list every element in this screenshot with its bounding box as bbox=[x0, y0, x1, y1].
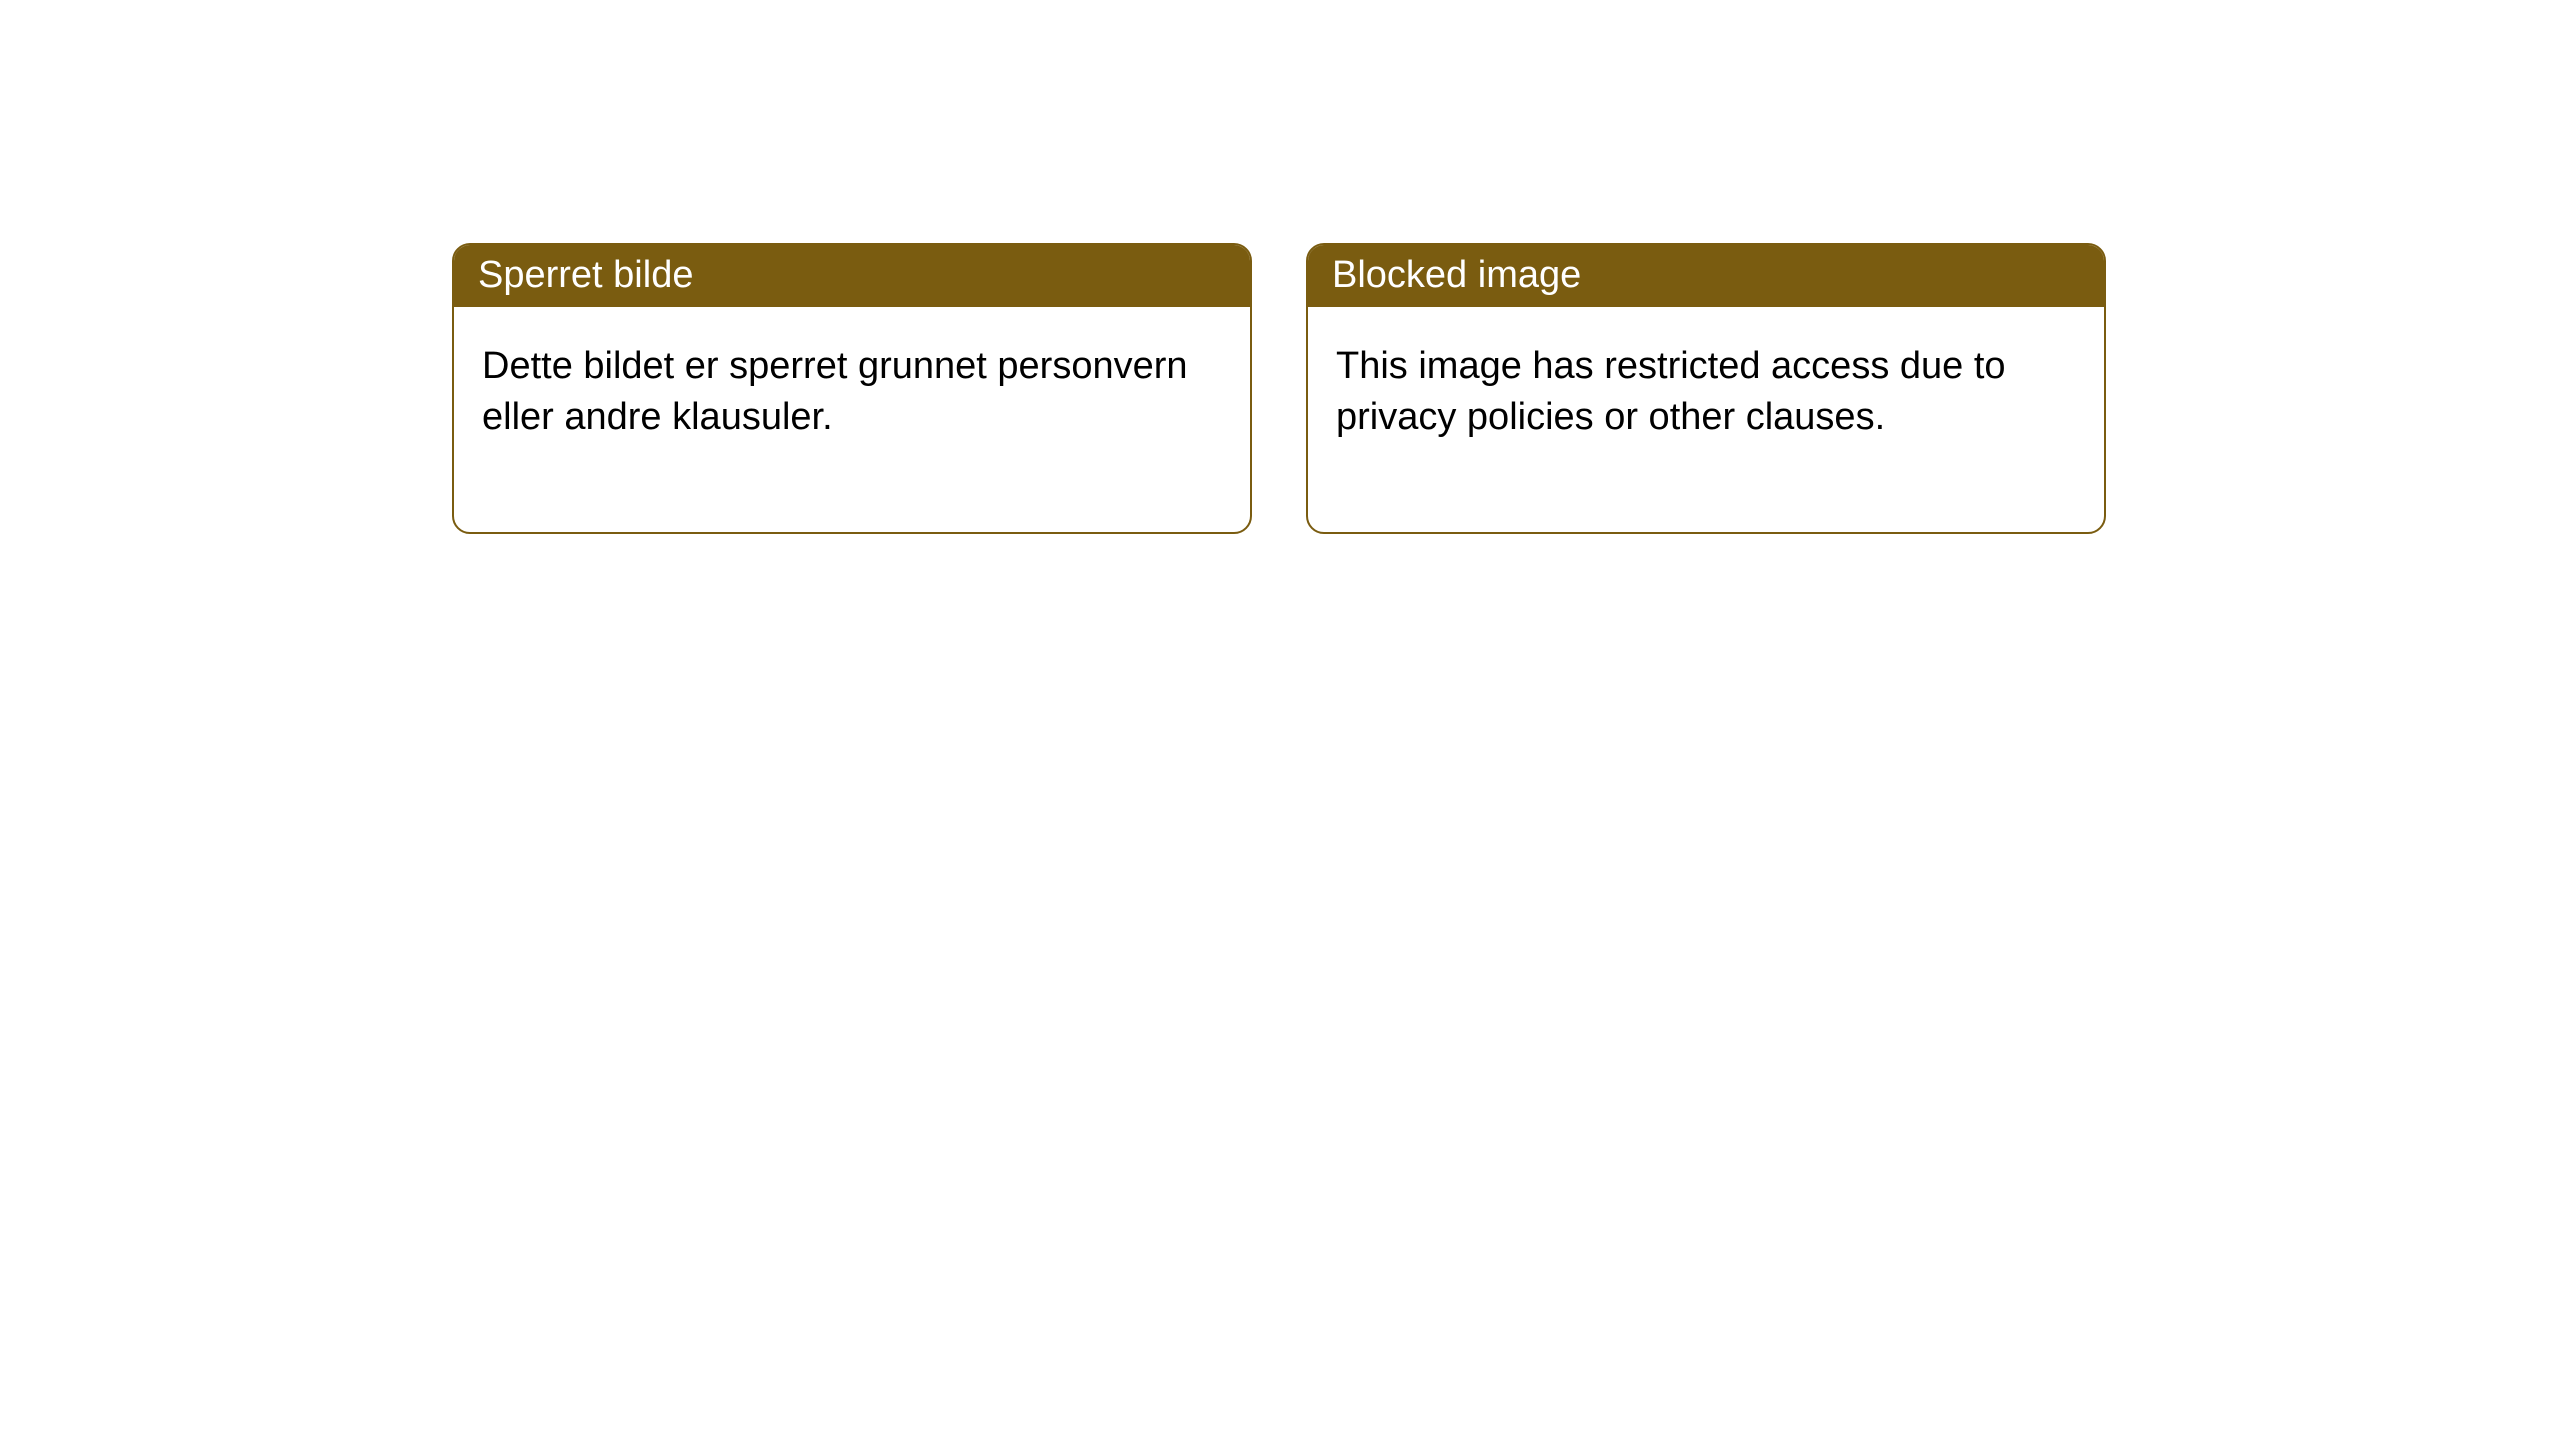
notice-card-english: Blocked image This image has restricted … bbox=[1306, 243, 2106, 534]
notice-cards-container: Sperret bilde Dette bildet er sperret gr… bbox=[452, 243, 2106, 534]
notice-card-norwegian: Sperret bilde Dette bildet er sperret gr… bbox=[452, 243, 1252, 534]
notice-body: Dette bildet er sperret grunnet personve… bbox=[454, 307, 1250, 533]
notice-header: Blocked image bbox=[1308, 245, 2104, 307]
notice-header: Sperret bilde bbox=[454, 245, 1250, 307]
notice-body: This image has restricted access due to … bbox=[1308, 307, 2104, 533]
